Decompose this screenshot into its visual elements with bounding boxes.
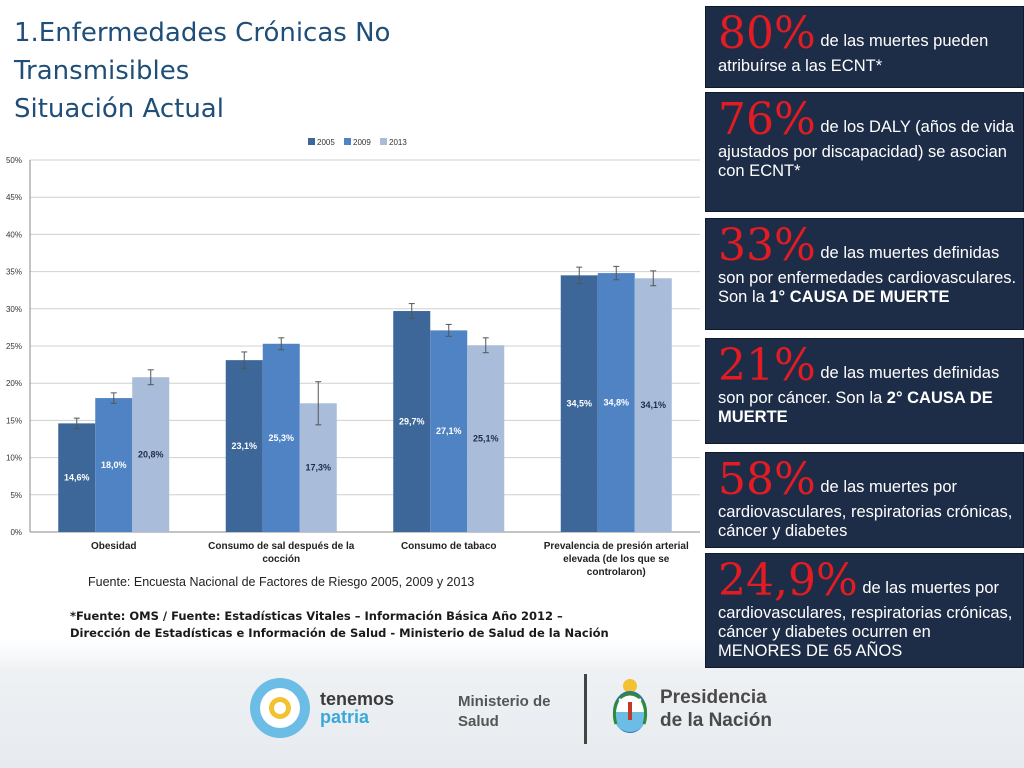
data-label: 34,8% <box>603 398 629 408</box>
ms-line-2: Salud <box>458 713 499 730</box>
y-tick-label: 45% <box>6 193 22 202</box>
bar <box>95 398 133 532</box>
chart-source: Fuente: Encuesta Nacional de Factores de… <box>88 575 475 589</box>
y-tick-label: 25% <box>6 342 22 351</box>
slide-title: 1.Enfermedades Crónicas No Transmisibles… <box>14 14 454 128</box>
y-tick-label: 10% <box>6 454 22 463</box>
footnote-line-1: *Fuente: OMS / Fuente: Estadísticas Vita… <box>70 609 563 623</box>
category-label: Consumo de sal después de la <box>208 541 355 552</box>
presidencia-text: Presidencia de la Nación <box>660 686 772 732</box>
stat-percent: 80% <box>718 8 816 59</box>
stat-text: de las muertes por cardiovasculares, res… <box>718 579 1013 660</box>
footer-logos: tenemos patria Ministerio de Salud Presi… <box>0 660 1024 760</box>
y-tick-label: 5% <box>10 491 22 500</box>
tenemos-patria-text: tenemos patria <box>320 690 394 726</box>
y-tick-label: 50% <box>6 156 22 165</box>
y-tick-label: 20% <box>6 379 22 388</box>
y-tick-label: 30% <box>6 305 22 314</box>
title-line-1: 1.Enfermedades Crónicas No <box>14 18 391 48</box>
bar-chart: 0% 5% 10% 15% 20% 25% 30% 35% 40% 45% 50% 2005 2009 2… <box>6 138 700 578</box>
stat-bold: 1° CAUSA DE MUERTE <box>769 288 950 306</box>
tp-line-2: patria <box>320 707 370 727</box>
category-label: Obesidad <box>91 541 137 552</box>
ms-line-1: Ministerio de <box>458 693 551 710</box>
bar <box>225 360 263 532</box>
data-label: 18,0% <box>101 460 127 470</box>
legend-label: 2013 <box>389 138 407 147</box>
data-label: 34,5% <box>566 399 592 409</box>
bar <box>597 273 635 532</box>
data-label: 25,3% <box>268 433 294 443</box>
stat-percent: 58% <box>718 454 816 505</box>
legend-label: 2009 <box>353 138 371 147</box>
tp-line-1: tenemos <box>320 689 395 709</box>
legend-swatch <box>380 138 387 145</box>
data-label: 17,3% <box>305 463 331 473</box>
stat-box-3: 33% de las muertes definidas son por enf… <box>705 218 1024 330</box>
y-tick-label: 40% <box>6 230 22 239</box>
data-label: 23,1% <box>231 441 257 451</box>
data-label: 27,1% <box>436 426 462 436</box>
legend-swatch <box>308 138 315 145</box>
data-label: 29,7% <box>399 417 425 427</box>
category-label: Consumo de tabaco <box>401 541 497 552</box>
data-label: 25,1% <box>473 434 499 444</box>
title-line-3: Situación Actual <box>14 94 224 124</box>
legend-swatch <box>344 138 351 145</box>
title-line-2: Transmisibles <box>14 56 190 86</box>
stat-bold: 2° CAUSA DE MUERTE <box>718 389 993 426</box>
stat-percent: 24,9% <box>718 555 858 606</box>
bar <box>58 423 96 532</box>
category-label: Prevalencia de presión arterial <box>544 541 689 552</box>
data-label: 20,8% <box>138 450 164 460</box>
bar <box>430 330 468 532</box>
footnote-line-2: Dirección de Estadísticas e Información … <box>70 626 609 640</box>
stat-text: de las muertes por cardiovasculares, res… <box>718 478 1013 540</box>
stat-text: de las muertes definidas son por cáncer.… <box>718 364 1000 407</box>
y-tick-label: 35% <box>6 268 22 277</box>
pn-line-2: de la Nación <box>660 710 772 731</box>
bar <box>467 345 505 532</box>
bar <box>262 343 300 532</box>
category-label: cocción <box>262 554 300 565</box>
stat-percent: 21% <box>718 340 816 391</box>
ministerio-salud-text: Ministerio de Salud <box>458 692 551 732</box>
legend-label: 2005 <box>317 138 335 147</box>
category-label: elevada (de los que se <box>563 554 670 565</box>
pn-line-1: Presidencia <box>660 687 767 708</box>
stat-box-2: 76% de los DALY (años de vida ajustados … <box>705 92 1024 212</box>
y-tick-label: 0% <box>10 528 22 537</box>
stat-text: de las muertes pueden atribuírse a las E… <box>718 32 989 75</box>
data-label: 14,6% <box>64 473 90 483</box>
stat-text: de los DALY (años de vida ajustados por … <box>718 118 1015 180</box>
stat-percent: 76% <box>718 94 816 145</box>
bar <box>560 275 598 532</box>
national-seal-icon <box>612 679 648 733</box>
bar <box>132 377 170 532</box>
logo-divider <box>584 674 587 744</box>
footnote: *Fuente: OMS / Fuente: Estadísticas Vita… <box>70 608 609 642</box>
stat-box-1: 80% de las muertes pueden atribuírse a l… <box>705 6 1024 88</box>
y-tick-label: 15% <box>6 416 22 425</box>
stat-box-6: 24,9% de las muertes por cardiovasculare… <box>705 553 1024 668</box>
stat-box-4: 21% de las muertes definidas son por cán… <box>705 338 1024 444</box>
stat-box-5: 58% de las muertes por cardiovasculares,… <box>705 452 1024 548</box>
stat-percent: 33% <box>718 220 816 271</box>
category-label: controlaron) <box>587 567 646 578</box>
stat-text: de las muertes definidas son por enferme… <box>718 244 1017 306</box>
data-label: 34,1% <box>640 400 666 410</box>
bar <box>634 278 672 532</box>
tenemos-patria-logo-icon <box>250 678 310 738</box>
bar <box>393 311 431 532</box>
